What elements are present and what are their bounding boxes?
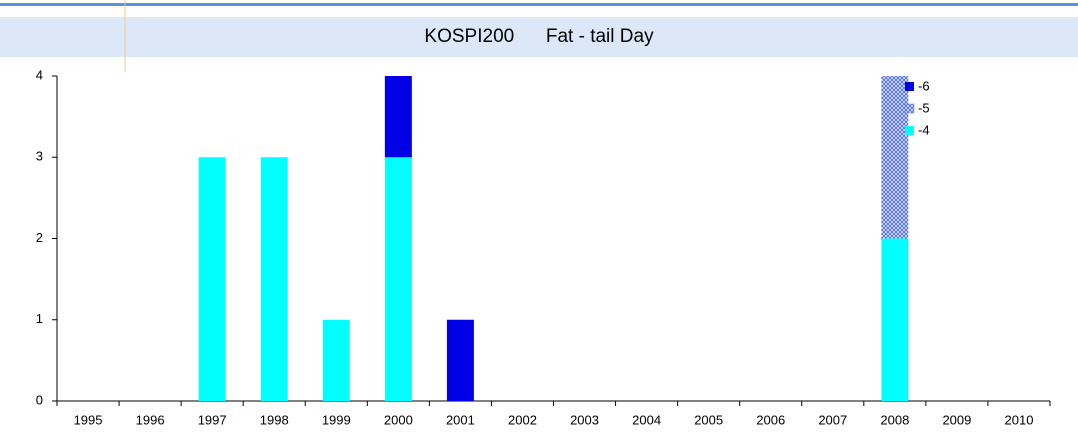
x-tick-label: 2010 — [1005, 412, 1034, 427]
y-tick-label: 1 — [36, 311, 43, 326]
bar — [322, 319, 350, 401]
x-tick-label: 2002 — [508, 412, 537, 427]
legend-swatch — [904, 103, 915, 114]
bar — [881, 238, 909, 401]
y-tick-label: 2 — [36, 230, 43, 245]
x-tick-label: 2003 — [570, 412, 599, 427]
x-tick-label: 2000 — [384, 412, 413, 427]
x-tick-label: 2006 — [756, 412, 785, 427]
x-tick-label: 1997 — [198, 412, 227, 427]
legend-label: -4 — [918, 122, 930, 137]
x-tick-label: 1995 — [74, 412, 103, 427]
bar — [384, 76, 412, 158]
bar — [881, 76, 909, 239]
y-tick-label: 0 — [36, 392, 43, 407]
bar — [384, 157, 412, 401]
top-rule — [0, 3, 1078, 6]
bar — [260, 157, 288, 401]
x-tick-label: 2008 — [880, 412, 909, 427]
legend-label: -5 — [918, 100, 930, 115]
bar — [198, 157, 226, 401]
x-tick-label: 2004 — [632, 412, 661, 427]
bar — [446, 319, 474, 401]
x-tick-label: 2005 — [694, 412, 723, 427]
legend-label: -6 — [918, 78, 930, 93]
chart-title: KOSPI200 Fat - tail Day — [424, 26, 654, 47]
x-tick-label: 1996 — [136, 412, 165, 427]
x-tick-label: 1999 — [322, 412, 351, 427]
legend-swatch — [905, 126, 914, 135]
y-tick-label: 3 — [36, 149, 43, 164]
x-tick-label: 2007 — [818, 412, 847, 427]
y-tick-label: 4 — [36, 67, 43, 82]
x-tick-label: 1998 — [260, 412, 289, 427]
legend-swatch — [905, 82, 914, 91]
x-tick-label: 2001 — [446, 412, 475, 427]
title-band — [0, 17, 1078, 57]
x-tick-label: 2009 — [942, 412, 971, 427]
